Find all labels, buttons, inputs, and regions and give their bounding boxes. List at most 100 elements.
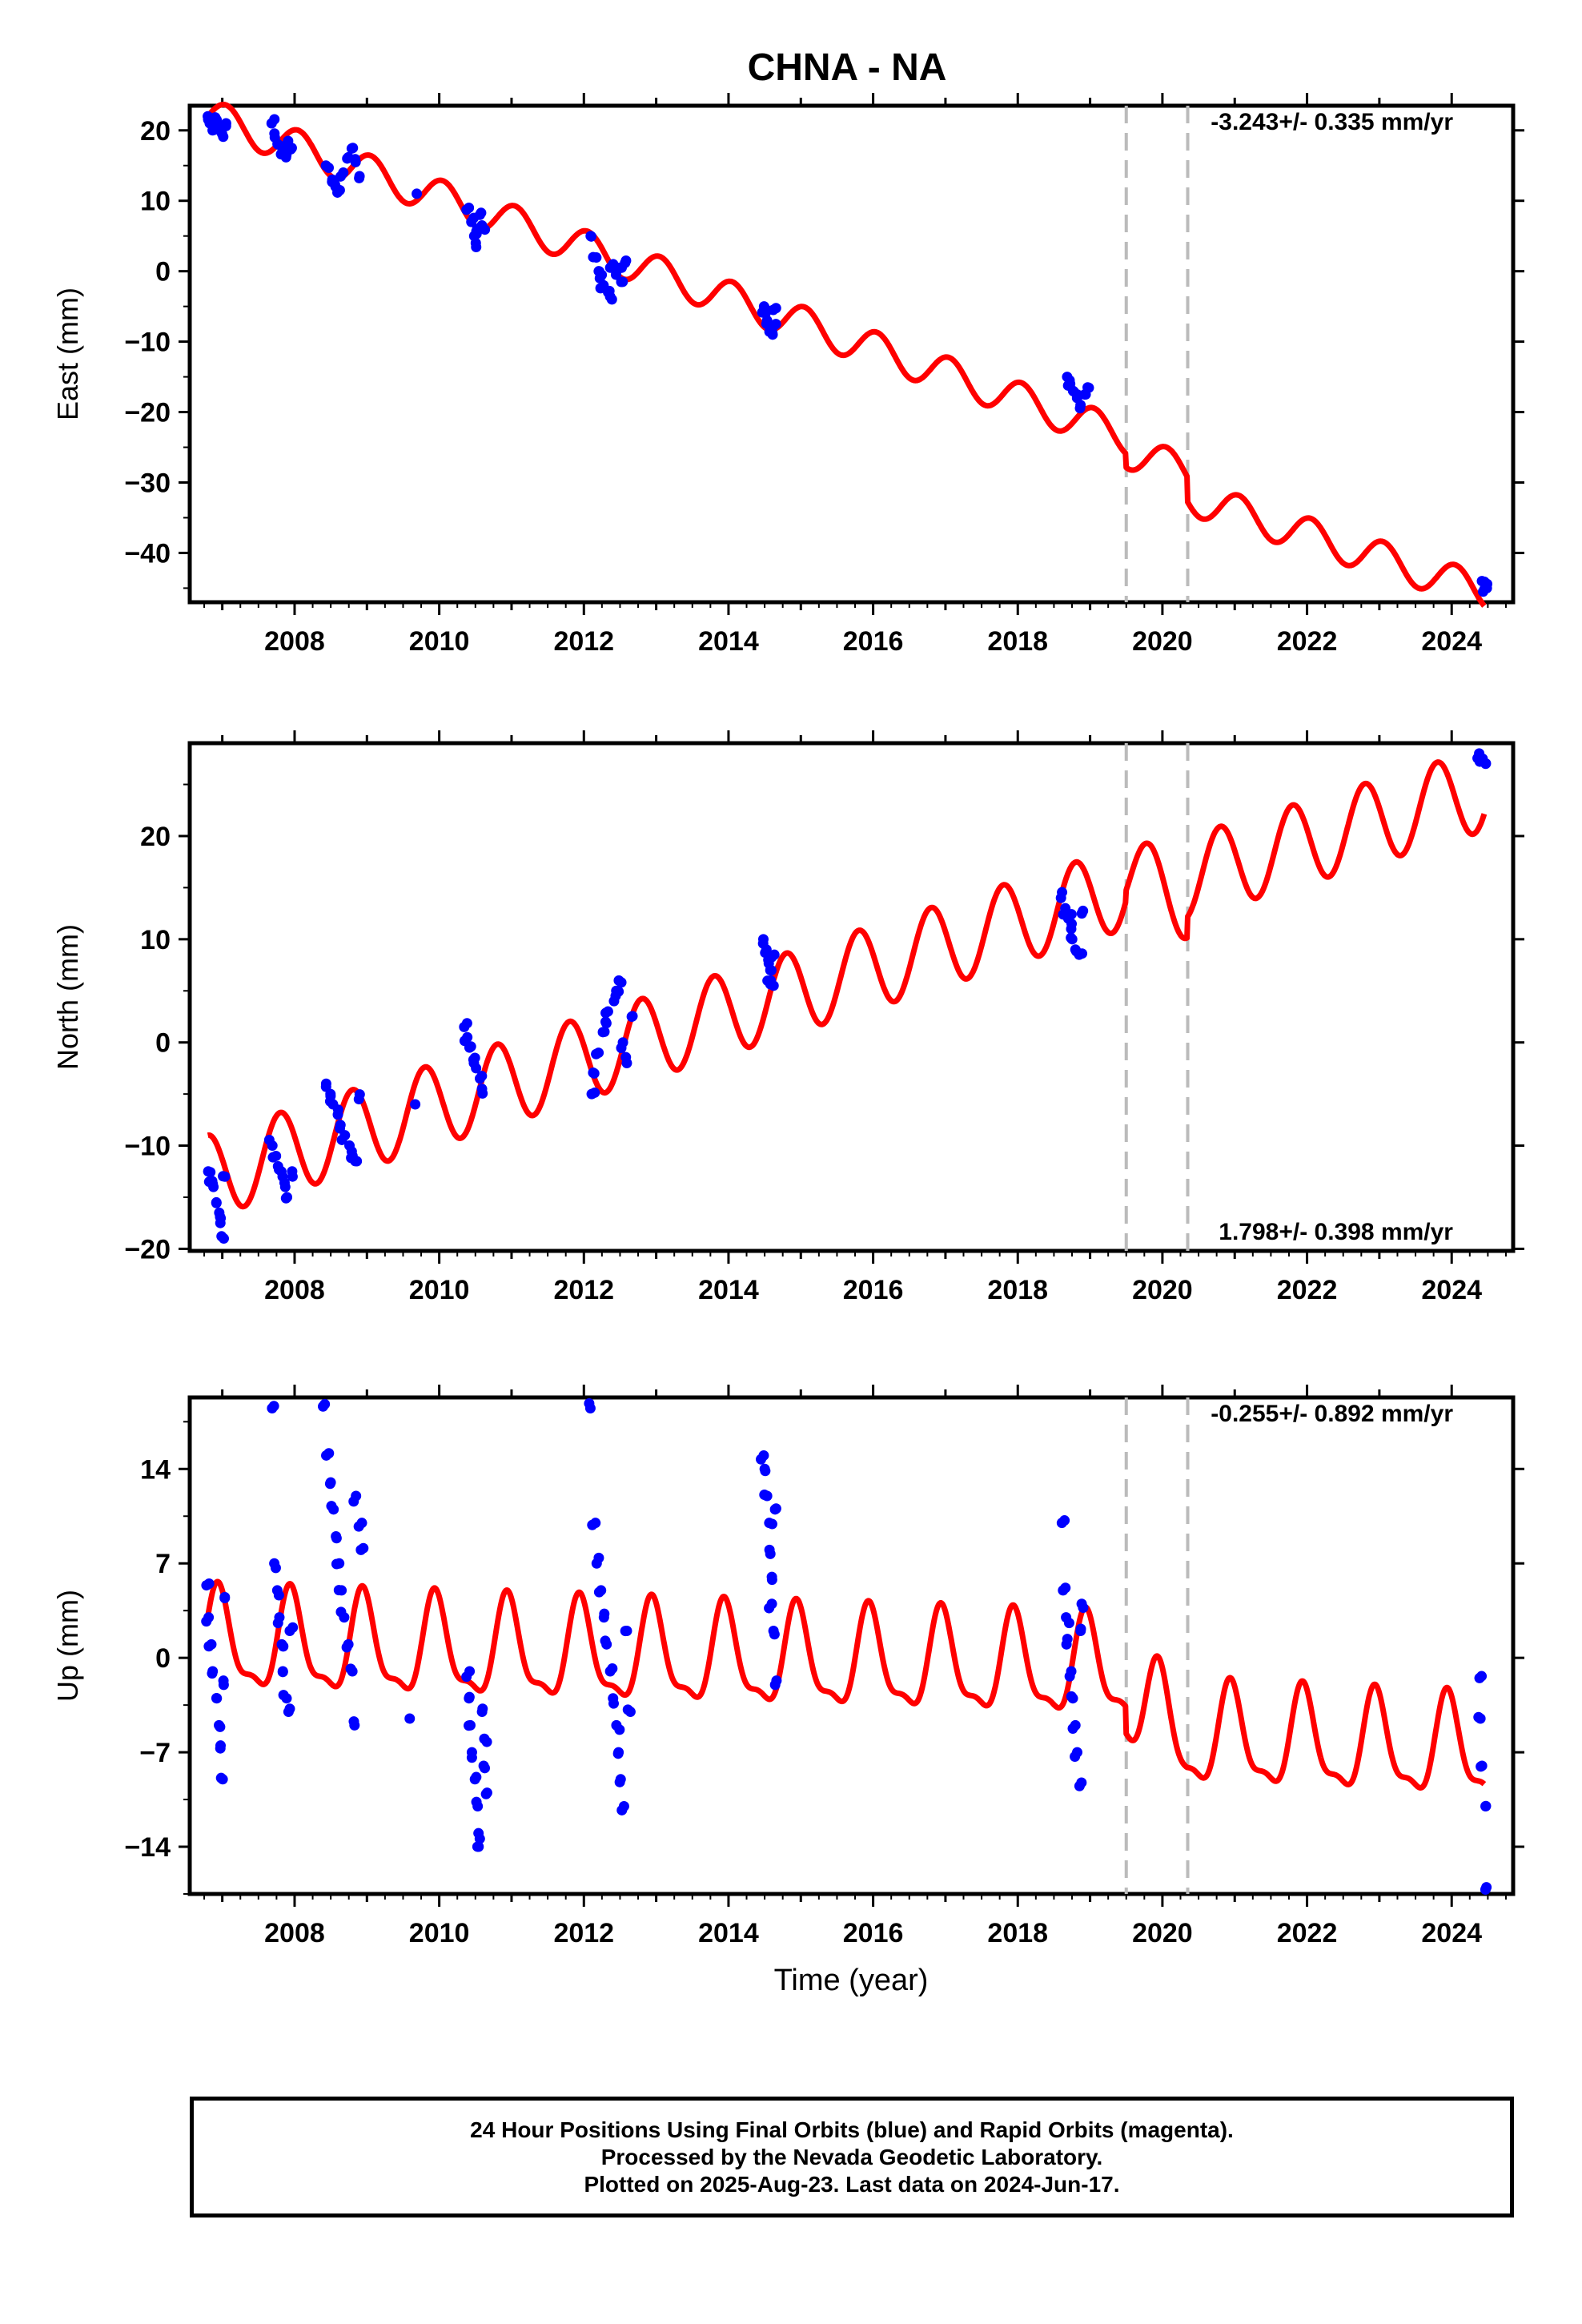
up-data-point: [278, 1641, 289, 1652]
north-x-tick-label: 2010: [409, 1275, 470, 1305]
up-data-point: [593, 1586, 604, 1598]
east-data-point: [1072, 389, 1083, 400]
up-data-point: [277, 1667, 288, 1678]
north-data-point: [600, 1007, 612, 1019]
north-data-point: [1066, 919, 1078, 930]
up-plot-frame: [187, 1395, 1516, 1896]
footer-line-2: Processed by the Nevada Geodetic Laborat…: [600, 2144, 1103, 2169]
north-data-point: [410, 1099, 421, 1110]
east-data-point: [461, 204, 472, 215]
east-x-tick-label: 2018: [987, 626, 1048, 657]
up-data-point: [341, 1642, 352, 1653]
up-data-point: [331, 1533, 342, 1544]
east-x-tick-label: 2010: [409, 626, 470, 657]
north-data-point: [332, 1104, 343, 1116]
north-plot-frame: [187, 741, 1516, 1253]
up-data-point: [770, 1503, 781, 1514]
north-x-tick-label: 2018: [987, 1275, 1048, 1305]
north-data-point: [211, 1197, 222, 1208]
east-data-point: [323, 163, 335, 174]
x-axis-label: Time (year): [774, 1964, 929, 1997]
east-data-point: [596, 269, 608, 280]
up-data-point: [759, 1490, 770, 1501]
footer-caption-box: 24 Hour Positions Using Final Orbits (bl…: [190, 2097, 1514, 2217]
up-data-point: [284, 1703, 295, 1715]
north-data-point: [591, 1048, 602, 1059]
north-data-point: [218, 1171, 229, 1182]
up-data-point: [358, 1542, 369, 1554]
up-x-tick-label: 2012: [553, 1918, 614, 1948]
north-x-tick-label: 2020: [1132, 1275, 1193, 1305]
north-data-point: [465, 1041, 476, 1052]
north-data-point: [1480, 758, 1492, 769]
north-data-point: [461, 1018, 472, 1029]
up-data-point: [331, 1558, 342, 1570]
east-x-tick-label: 2024: [1421, 626, 1482, 657]
north-x-tick-label: 2012: [553, 1275, 614, 1305]
up-data-point: [480, 1763, 491, 1774]
up-data-point: [1066, 1691, 1077, 1702]
footer-line-3: Plotted on 2025-Aug-23. Last data on 202…: [584, 2171, 1120, 2197]
north-model-curve: [206, 759, 1488, 1210]
north-data-point: [1057, 887, 1068, 898]
north-y-tick-label: 0: [155, 1028, 171, 1059]
north-data-point: [215, 1212, 226, 1223]
up-data-point: [614, 1776, 625, 1787]
up-x-tick-label: 2020: [1132, 1918, 1193, 1948]
east-data-point: [476, 207, 487, 219]
up-data-point: [612, 1748, 624, 1759]
north-data-point: [216, 1231, 227, 1242]
north-data-point: [620, 1051, 632, 1063]
east-data-point: [210, 112, 221, 123]
up-data-point: [477, 1703, 488, 1715]
up-data-point: [461, 1671, 472, 1683]
up-y-tick-label: 7: [155, 1549, 171, 1579]
north-data-point: [1066, 932, 1077, 943]
east-data-point: [757, 307, 768, 318]
east-data-point: [620, 257, 631, 268]
up-data-point: [769, 1629, 780, 1640]
up-model-curve: [205, 1578, 1487, 1791]
up-data-point: [600, 1635, 611, 1647]
east-y-tick-label: −10: [124, 328, 171, 358]
east-data-point: [285, 143, 296, 155]
up-data-point: [207, 1668, 218, 1679]
up-data-point: [471, 1771, 482, 1783]
north-data-point: [599, 1026, 610, 1037]
up-data-point: [215, 1721, 226, 1732]
up-data-point: [317, 1401, 328, 1412]
east-data-point: [272, 139, 283, 150]
east-data-point: [1083, 382, 1094, 393]
east-data-point: [354, 172, 365, 183]
north-y-tick-label: −20: [124, 1234, 171, 1265]
east-y-axis-label: East (mm): [51, 287, 84, 420]
up-data-point: [353, 1521, 364, 1532]
up-data-point: [345, 1663, 356, 1675]
east-x-tick-label: 2012: [553, 626, 614, 657]
north-data-point: [275, 1166, 287, 1177]
up-data-point: [756, 1454, 767, 1465]
up-data-point: [584, 1397, 595, 1409]
east-y-tick-label: −40: [124, 538, 171, 569]
up-data-point: [1059, 1515, 1070, 1526]
east-y-tick-label: −30: [124, 468, 171, 498]
up-data-point: [481, 1736, 492, 1747]
up-data-point: [272, 1618, 283, 1629]
east-y-tick-label: 20: [140, 116, 171, 147]
east-plot-frame: [187, 103, 1516, 605]
north-y-axis-label: North (mm): [51, 924, 84, 1070]
north-data-point: [1078, 905, 1089, 916]
up-data-point: [622, 1704, 633, 1715]
up-data-point: [608, 1698, 620, 1709]
up-data-point: [1476, 1671, 1488, 1682]
north-data-point: [351, 1156, 363, 1167]
east-data-point: [412, 188, 423, 199]
north-x-tick-label: 2022: [1277, 1275, 1338, 1305]
up-data-point: [1063, 1618, 1074, 1629]
up-data-point: [203, 1641, 215, 1652]
up-x-tick-label: 2024: [1421, 1918, 1482, 1948]
up-data-point: [1067, 1723, 1078, 1734]
east-data-point: [471, 242, 482, 253]
up-data-point: [464, 1720, 475, 1731]
up-data-point: [215, 1743, 226, 1754]
